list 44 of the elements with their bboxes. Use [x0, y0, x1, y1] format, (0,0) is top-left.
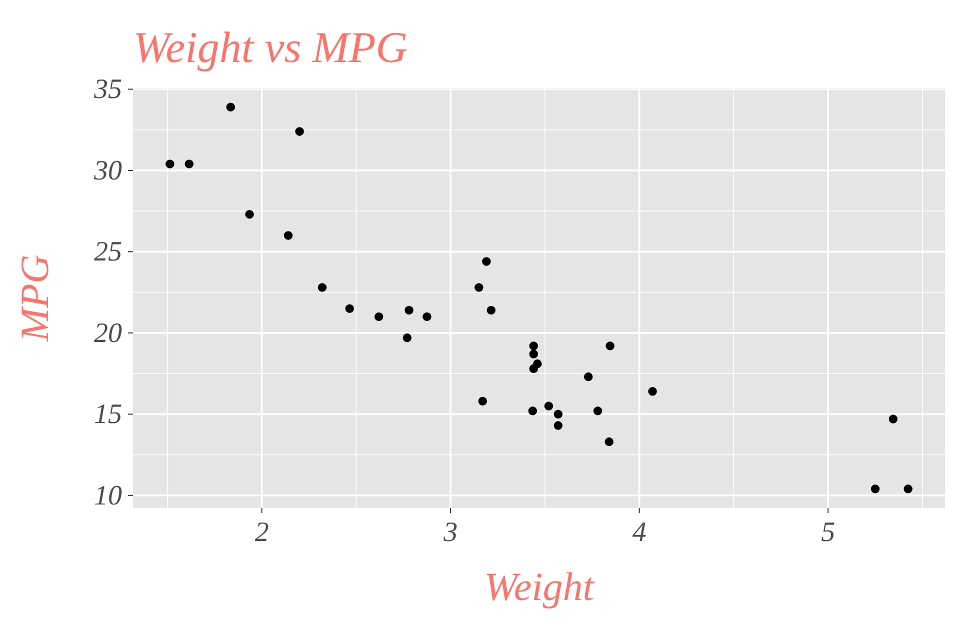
y-tick-label: 20 [94, 318, 122, 349]
point [245, 210, 254, 219]
point [345, 304, 354, 313]
point [544, 402, 554, 410]
point [284, 231, 293, 240]
point [870, 484, 880, 494]
point [422, 312, 432, 322]
x-tick-label: 5 [821, 516, 836, 548]
point [529, 350, 538, 358]
point [584, 372, 593, 382]
point [166, 160, 174, 168]
y-tick-label: 15 [94, 399, 122, 430]
point [402, 333, 412, 342]
point [474, 283, 484, 292]
point [606, 342, 614, 350]
point [478, 396, 488, 406]
point [904, 484, 912, 494]
point [226, 102, 236, 112]
point [888, 414, 898, 424]
point [482, 257, 491, 266]
point [528, 406, 538, 416]
y-tick-label: 10 [94, 480, 122, 512]
y-tick-label: 30 [93, 155, 122, 186]
x-tick-label: 2 [254, 516, 269, 548]
x-tick-label: 3 [442, 516, 458, 548]
point [554, 421, 563, 430]
point [529, 364, 538, 374]
chart-title: Weight vs MPG [133, 23, 408, 72]
point [529, 342, 538, 350]
x-tick-label: 4 [632, 516, 646, 548]
point [554, 410, 563, 419]
point [184, 160, 194, 168]
point [648, 387, 657, 396]
point [404, 306, 414, 315]
point [374, 312, 384, 322]
y-tick-label: 35 [93, 74, 122, 106]
point [604, 437, 614, 446]
point [486, 306, 496, 315]
y-axis-title: MPG [12, 254, 57, 342]
point [295, 127, 304, 136]
point [318, 283, 327, 292]
y-tick-label: 25 [94, 236, 122, 268]
point [593, 406, 602, 416]
x-axis-title: Weight [484, 564, 595, 609]
